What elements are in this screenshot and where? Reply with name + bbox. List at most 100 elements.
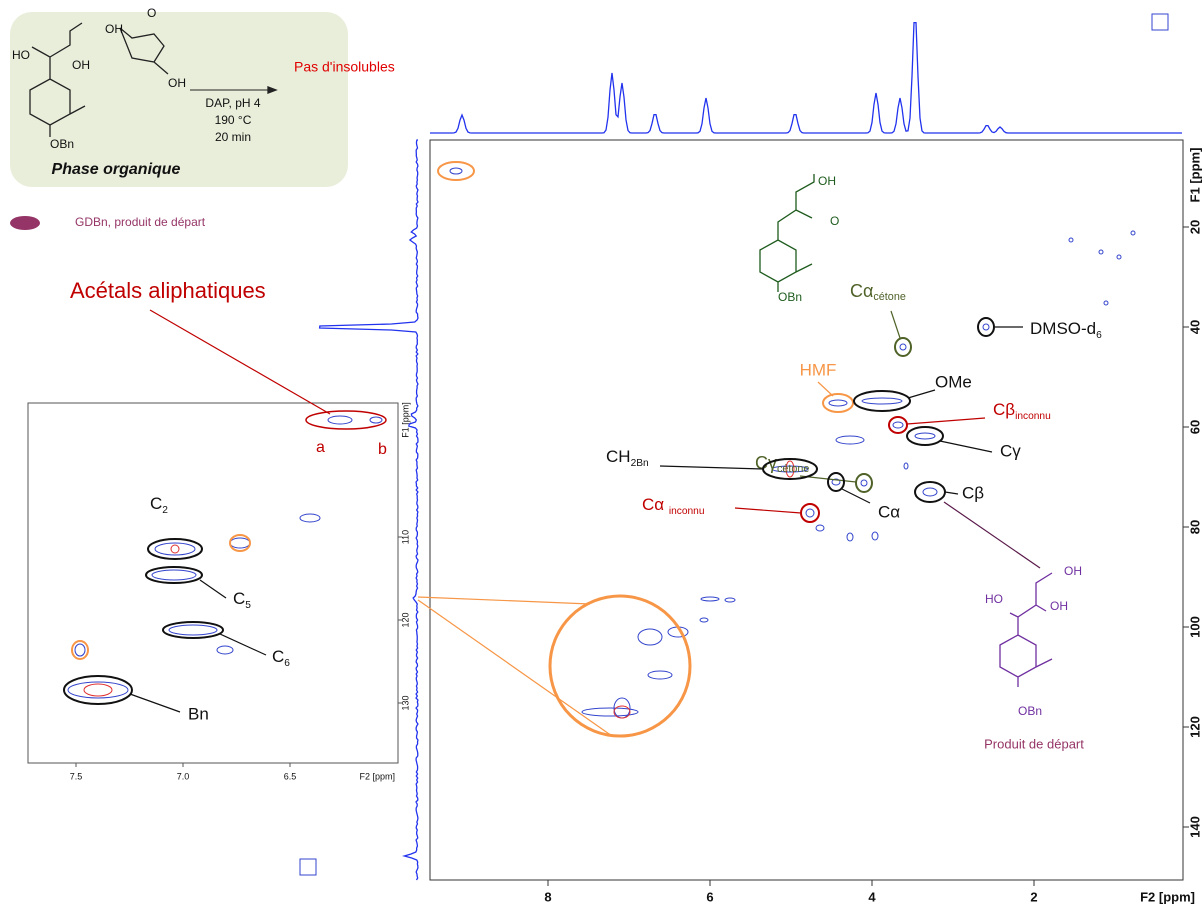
atom-label: O (830, 214, 839, 228)
contour (614, 706, 630, 718)
leader (945, 492, 958, 494)
annotation-sub: 6 (284, 658, 290, 669)
highlight (915, 482, 945, 502)
annotation: Cβinconnu (993, 400, 1051, 421)
highlight (230, 535, 250, 551)
atom-label: OH (105, 22, 123, 36)
contour (300, 514, 320, 522)
inset-frame (28, 403, 398, 763)
x-tick-label: 8 (544, 889, 551, 904)
x-tick-label: 7.0 (177, 771, 190, 781)
x-tick-label: 7.5 (70, 771, 83, 781)
atom-label: OH (818, 174, 836, 188)
projection (430, 23, 1182, 133)
highlight (978, 318, 994, 336)
annotation: C5 (233, 589, 251, 610)
annotation: C6 (272, 647, 290, 668)
annotation-text: Cα (642, 495, 669, 514)
contour (904, 463, 908, 469)
annotation-text: Cβ (993, 400, 1015, 419)
leader (907, 418, 985, 424)
contour (1069, 238, 1073, 242)
annotation: Cβ (962, 483, 984, 502)
annotation-text: DMSO-d (1030, 319, 1096, 338)
y-tick-label: 130 (400, 695, 410, 710)
atom-label: OH (1064, 564, 1082, 578)
phase: Phase organique (52, 161, 181, 178)
legend-swatch (10, 216, 40, 230)
condition: 190 °C (215, 113, 252, 127)
y-tick-label: 120 (400, 612, 410, 627)
contour (872, 532, 878, 540)
highlight (163, 622, 223, 638)
annotation: Cγ (1000, 441, 1021, 460)
x-axis-label: F2 [ppm] (359, 771, 395, 781)
structure-bonds (760, 174, 814, 292)
annotation-text: C (233, 589, 245, 608)
highlight (438, 162, 474, 180)
annotation: HMF (800, 360, 837, 379)
leader (940, 441, 992, 452)
y-axis-label: F1 [ppm] (1187, 148, 1202, 203)
leader (130, 694, 180, 712)
highlight (907, 427, 943, 445)
atom-label: OBn (1018, 704, 1042, 718)
annotation: Cα inconnu (642, 495, 705, 516)
annotation-sub: 6 (1096, 330, 1102, 341)
contour (893, 422, 903, 428)
y-tick-label: 120 (1187, 716, 1202, 738)
highlight (306, 411, 386, 429)
highlight (823, 394, 853, 412)
highlight (146, 567, 202, 583)
y-tick-label: 60 (1187, 420, 1202, 434)
leader (200, 580, 226, 598)
atom-label: OH (168, 76, 186, 90)
atom-label: OH (1050, 599, 1068, 613)
contour (230, 538, 250, 548)
annotation-text: C (272, 647, 284, 666)
zoom-circle (550, 596, 690, 736)
contour (701, 597, 719, 601)
leader (150, 310, 330, 414)
marker (300, 859, 316, 875)
contour (638, 629, 662, 645)
annotation: b (378, 441, 387, 458)
annotation-sub: cétone (873, 291, 905, 303)
contour (648, 671, 672, 679)
leader (660, 466, 763, 469)
annotation-text: C (150, 494, 162, 513)
contour (700, 618, 708, 622)
contour (725, 598, 735, 602)
contour (370, 417, 382, 423)
leader (944, 502, 1040, 568)
annotation: Cα (878, 502, 900, 521)
annotation-sub: cétone (777, 463, 809, 475)
contour (1099, 250, 1103, 254)
y-tick-label: 140 (1187, 816, 1202, 838)
contour (806, 509, 814, 517)
atom-label: HO (12, 48, 30, 62)
contour (84, 684, 112, 696)
leader (418, 600, 612, 736)
leader (735, 508, 801, 513)
x-tick-label: 6 (706, 889, 713, 904)
contour (847, 533, 853, 541)
annotation: DMSO-d6 (1030, 319, 1102, 340)
leader (818, 382, 833, 396)
annotation-sub: inconnu (669, 506, 705, 517)
annotation: a (316, 439, 325, 456)
main-frame (430, 140, 1183, 880)
projection (320, 140, 418, 880)
contour (152, 570, 196, 580)
highlight (828, 473, 844, 491)
contour (983, 324, 989, 330)
atom-label: OBn (50, 137, 74, 151)
annotation-text: CH (606, 447, 631, 466)
marker (1152, 14, 1168, 30)
contour (1104, 301, 1108, 305)
x-axis-label: F2 [ppm] (1140, 889, 1195, 904)
legend-label: GDBn, produit de départ (75, 215, 206, 229)
atom-label: OBn (778, 290, 802, 304)
condition: 20 min (215, 130, 251, 144)
